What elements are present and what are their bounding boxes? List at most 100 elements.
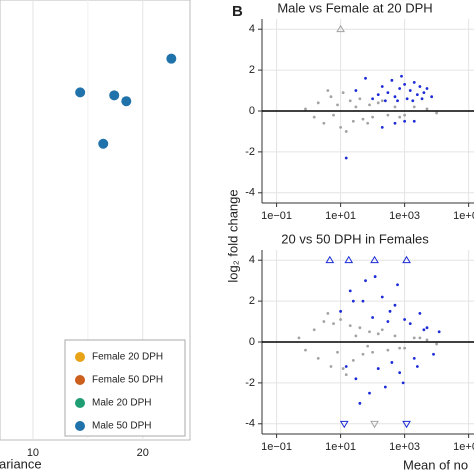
- chart-title: Male vs Female at 20 DPH: [277, 0, 432, 15]
- point: [339, 125, 343, 129]
- point: [411, 99, 415, 103]
- point: [336, 24, 345, 33]
- point: [344, 156, 348, 160]
- point: [418, 311, 422, 315]
- x-tick-label: 20: [137, 447, 149, 459]
- point: [412, 80, 416, 84]
- y-tick-label: 4: [249, 23, 255, 35]
- y-tick-label: 4: [249, 254, 255, 266]
- legend-label: Female 50 DPH: [92, 375, 163, 386]
- point: [415, 365, 419, 368]
- point: [371, 97, 375, 101]
- point: [109, 90, 120, 101]
- point: [400, 74, 403, 78]
- point: [75, 87, 86, 98]
- point: [354, 334, 358, 338]
- point: [435, 111, 439, 115]
- point: [435, 342, 439, 346]
- point: [412, 356, 416, 360]
- point: [380, 85, 384, 88]
- legend-swatch: [75, 398, 85, 408]
- point: [341, 367, 345, 370]
- point: [351, 299, 355, 303]
- x-tick-label: 1e+01: [325, 210, 356, 222]
- legend-label: Male 50 DPH: [92, 421, 151, 432]
- legend-label: Male 20 DPH: [92, 398, 151, 409]
- legend-swatch: [75, 375, 85, 385]
- point: [316, 356, 320, 360]
- point: [98, 138, 109, 149]
- point: [339, 318, 343, 321]
- point: [380, 125, 384, 129]
- point: [358, 401, 362, 405]
- point: [425, 87, 429, 90]
- point: [422, 328, 426, 332]
- point: [351, 119, 355, 123]
- point: [376, 93, 380, 97]
- point: [376, 332, 380, 336]
- point: [412, 105, 416, 109]
- point: [412, 336, 416, 340]
- point: [348, 289, 352, 293]
- point: [408, 89, 412, 92]
- point: [348, 324, 352, 328]
- point: [383, 99, 387, 103]
- point: [354, 89, 358, 92]
- point: [339, 420, 349, 429]
- point: [403, 113, 407, 117]
- point: [393, 121, 397, 125]
- point: [403, 318, 407, 321]
- x-axis-label: Mean of no: [403, 457, 468, 472]
- point: [354, 105, 358, 109]
- point: [376, 101, 380, 105]
- point: [312, 115, 316, 119]
- point: [370, 255, 379, 264]
- x-tick-label: 1e−01: [261, 210, 292, 222]
- point: [396, 283, 399, 287]
- y-tick-label: 0: [249, 336, 255, 348]
- point: [380, 295, 384, 299]
- point: [393, 303, 397, 307]
- point: [422, 91, 426, 94]
- point: [316, 101, 320, 105]
- point: [390, 361, 394, 364]
- point: [398, 115, 402, 119]
- point: [297, 336, 301, 340]
- y-tick-label: -4: [245, 187, 255, 199]
- point: [368, 103, 371, 107]
- point: [437, 330, 441, 334]
- point: [121, 96, 132, 107]
- point: [312, 328, 316, 332]
- point: [368, 330, 371, 334]
- point: [358, 97, 362, 101]
- point: [336, 103, 339, 107]
- point: [420, 97, 424, 101]
- y-axis-label: log₂ fold change: [225, 189, 240, 282]
- point: [371, 316, 375, 319]
- point: [166, 53, 177, 64]
- point: [386, 113, 390, 117]
- point: [393, 334, 397, 338]
- point: [336, 350, 339, 354]
- point: [358, 326, 362, 330]
- point: [398, 346, 402, 350]
- point: [361, 352, 365, 356]
- point: [376, 367, 380, 370]
- y-tick-label: -4: [245, 418, 255, 430]
- point: [373, 275, 377, 278]
- point: [371, 350, 375, 354]
- point: [386, 91, 390, 94]
- legend-swatch: [75, 421, 85, 431]
- point: [425, 338, 429, 342]
- x-tick-label: 1e+01: [325, 441, 356, 453]
- x-tick-label: 1e+05: [453, 210, 474, 222]
- point: [383, 385, 387, 389]
- point: [402, 420, 411, 429]
- point: [403, 346, 407, 350]
- point: [380, 99, 384, 103]
- point: [425, 326, 429, 330]
- point: [325, 255, 335, 264]
- point: [351, 359, 355, 362]
- chart-title: 20 vs 50 DPH in Females: [281, 231, 429, 246]
